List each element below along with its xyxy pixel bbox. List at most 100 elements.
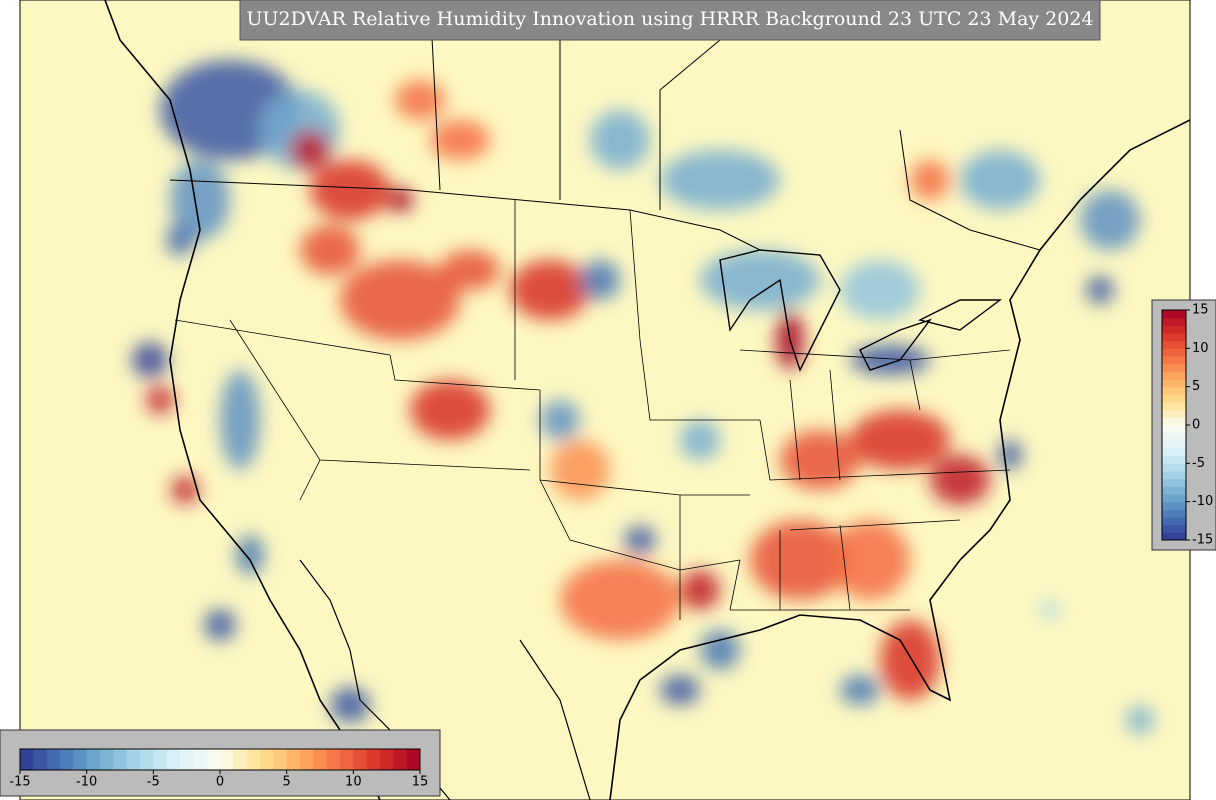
colorbar-cell [206,749,221,770]
field-blob [340,260,460,340]
map-title: UU2DVAR Relative Humidity Innovation usi… [246,8,1093,30]
colorbar-cell [340,749,354,770]
colorbar-cell [273,749,288,770]
field-blob [510,260,590,320]
colorbar-cell [1162,333,1186,342]
field-blob [930,455,990,505]
colorbar-cell [1162,524,1186,533]
colorbar-cell [1162,371,1186,380]
colorbar-cell [20,749,34,770]
field-blob [171,476,199,504]
great-lakes [719,249,1003,372]
colorbar-cell [313,749,328,770]
colorbar-cell [326,749,341,770]
colorbar-cell [1162,310,1186,319]
colorbar-cell [1162,325,1186,334]
colorbar-cell [1162,348,1186,357]
colorbar-tick-label: -15 [9,775,30,790]
field-blob [998,440,1022,470]
field-blob [700,630,740,670]
field-blob [410,380,490,440]
colorbar-cell [233,749,248,770]
boundaries [104,0,1190,800]
field-blob [430,120,490,160]
colorbar-cell [193,749,208,770]
colorbar-cell [140,749,154,770]
colorbar-cell [180,749,194,770]
field-blob [624,526,656,554]
colorbar-cell [86,749,101,770]
field-blob [1126,706,1154,734]
colorbar-tick-label: -15 [1192,533,1213,548]
colorbar-tick-label: 0 [216,775,224,790]
field-blob [550,440,610,500]
field-blob [1080,190,1140,250]
field-blob [166,224,194,256]
field-blob [840,260,920,320]
colorbar-cell [100,749,114,770]
field-blob [590,110,650,170]
field-blob [146,386,174,414]
colorbar-tick-label: -10 [76,775,97,790]
colorbar-cell [1162,478,1186,487]
colorbar-cell [1162,432,1186,441]
field-blob [850,410,950,470]
colorbar-tick-label: 10 [345,775,362,790]
field-blob [540,400,580,440]
colorbar-cell [246,749,261,770]
field-blob [580,260,620,300]
colorbar-cell [153,749,168,770]
field-blob [236,535,264,575]
colorbar-tick-label: -10 [1192,494,1213,509]
colorbar-tick-label: 15 [412,775,429,790]
colorbar-cell [1162,501,1186,510]
humidity-field [132,60,1154,734]
field-blob [440,250,500,290]
colorbar-cell [1162,494,1186,503]
colorbar-cell [1162,394,1186,403]
colorbar-cell [126,749,141,770]
colorbar-cell [1162,363,1186,372]
colorbar-cell [113,749,128,770]
colorbar-cell [1162,379,1186,388]
field-blob [780,430,860,490]
field-blob [300,225,360,275]
colorbar-cell [1162,425,1186,434]
field-blob [204,609,236,641]
field-blob [830,520,910,600]
field-blob [560,560,680,640]
colorbar-cell [1162,448,1186,457]
title-box [239,0,1101,41]
field-blob [680,570,720,610]
colorbar-cell [1162,532,1186,541]
colorbar-cell [1162,463,1186,472]
field-blob [680,420,720,460]
colorbar-cell [1162,417,1186,426]
field-blob [960,150,1040,210]
field-blob [700,250,820,310]
colorbar-cell [1162,486,1186,495]
colorbar-cell [1162,409,1186,418]
colorbar-right: 15 10 5 0 -5 -10 -15 [1161,303,1213,548]
colorbar-cell [406,749,421,770]
colorbar-cell [286,749,301,770]
colorbar-cell [166,749,181,770]
field-blob [750,520,850,600]
colorbar-cell [220,749,234,770]
colorbar-cell [1162,517,1186,526]
field-blob [220,370,260,470]
colorbar-cell [300,749,314,770]
colorbar-cell [1162,440,1186,449]
colorbar-cell [380,749,394,770]
field-blob [1040,600,1060,620]
field-blob [330,687,370,723]
colorbar-cell [1162,402,1186,411]
state-lines [174,200,1011,620]
field-blob [660,150,780,210]
field-blob [386,188,414,212]
colorbar-cell [366,749,381,770]
colorbar-cell [73,749,88,770]
field-blob [290,130,330,170]
